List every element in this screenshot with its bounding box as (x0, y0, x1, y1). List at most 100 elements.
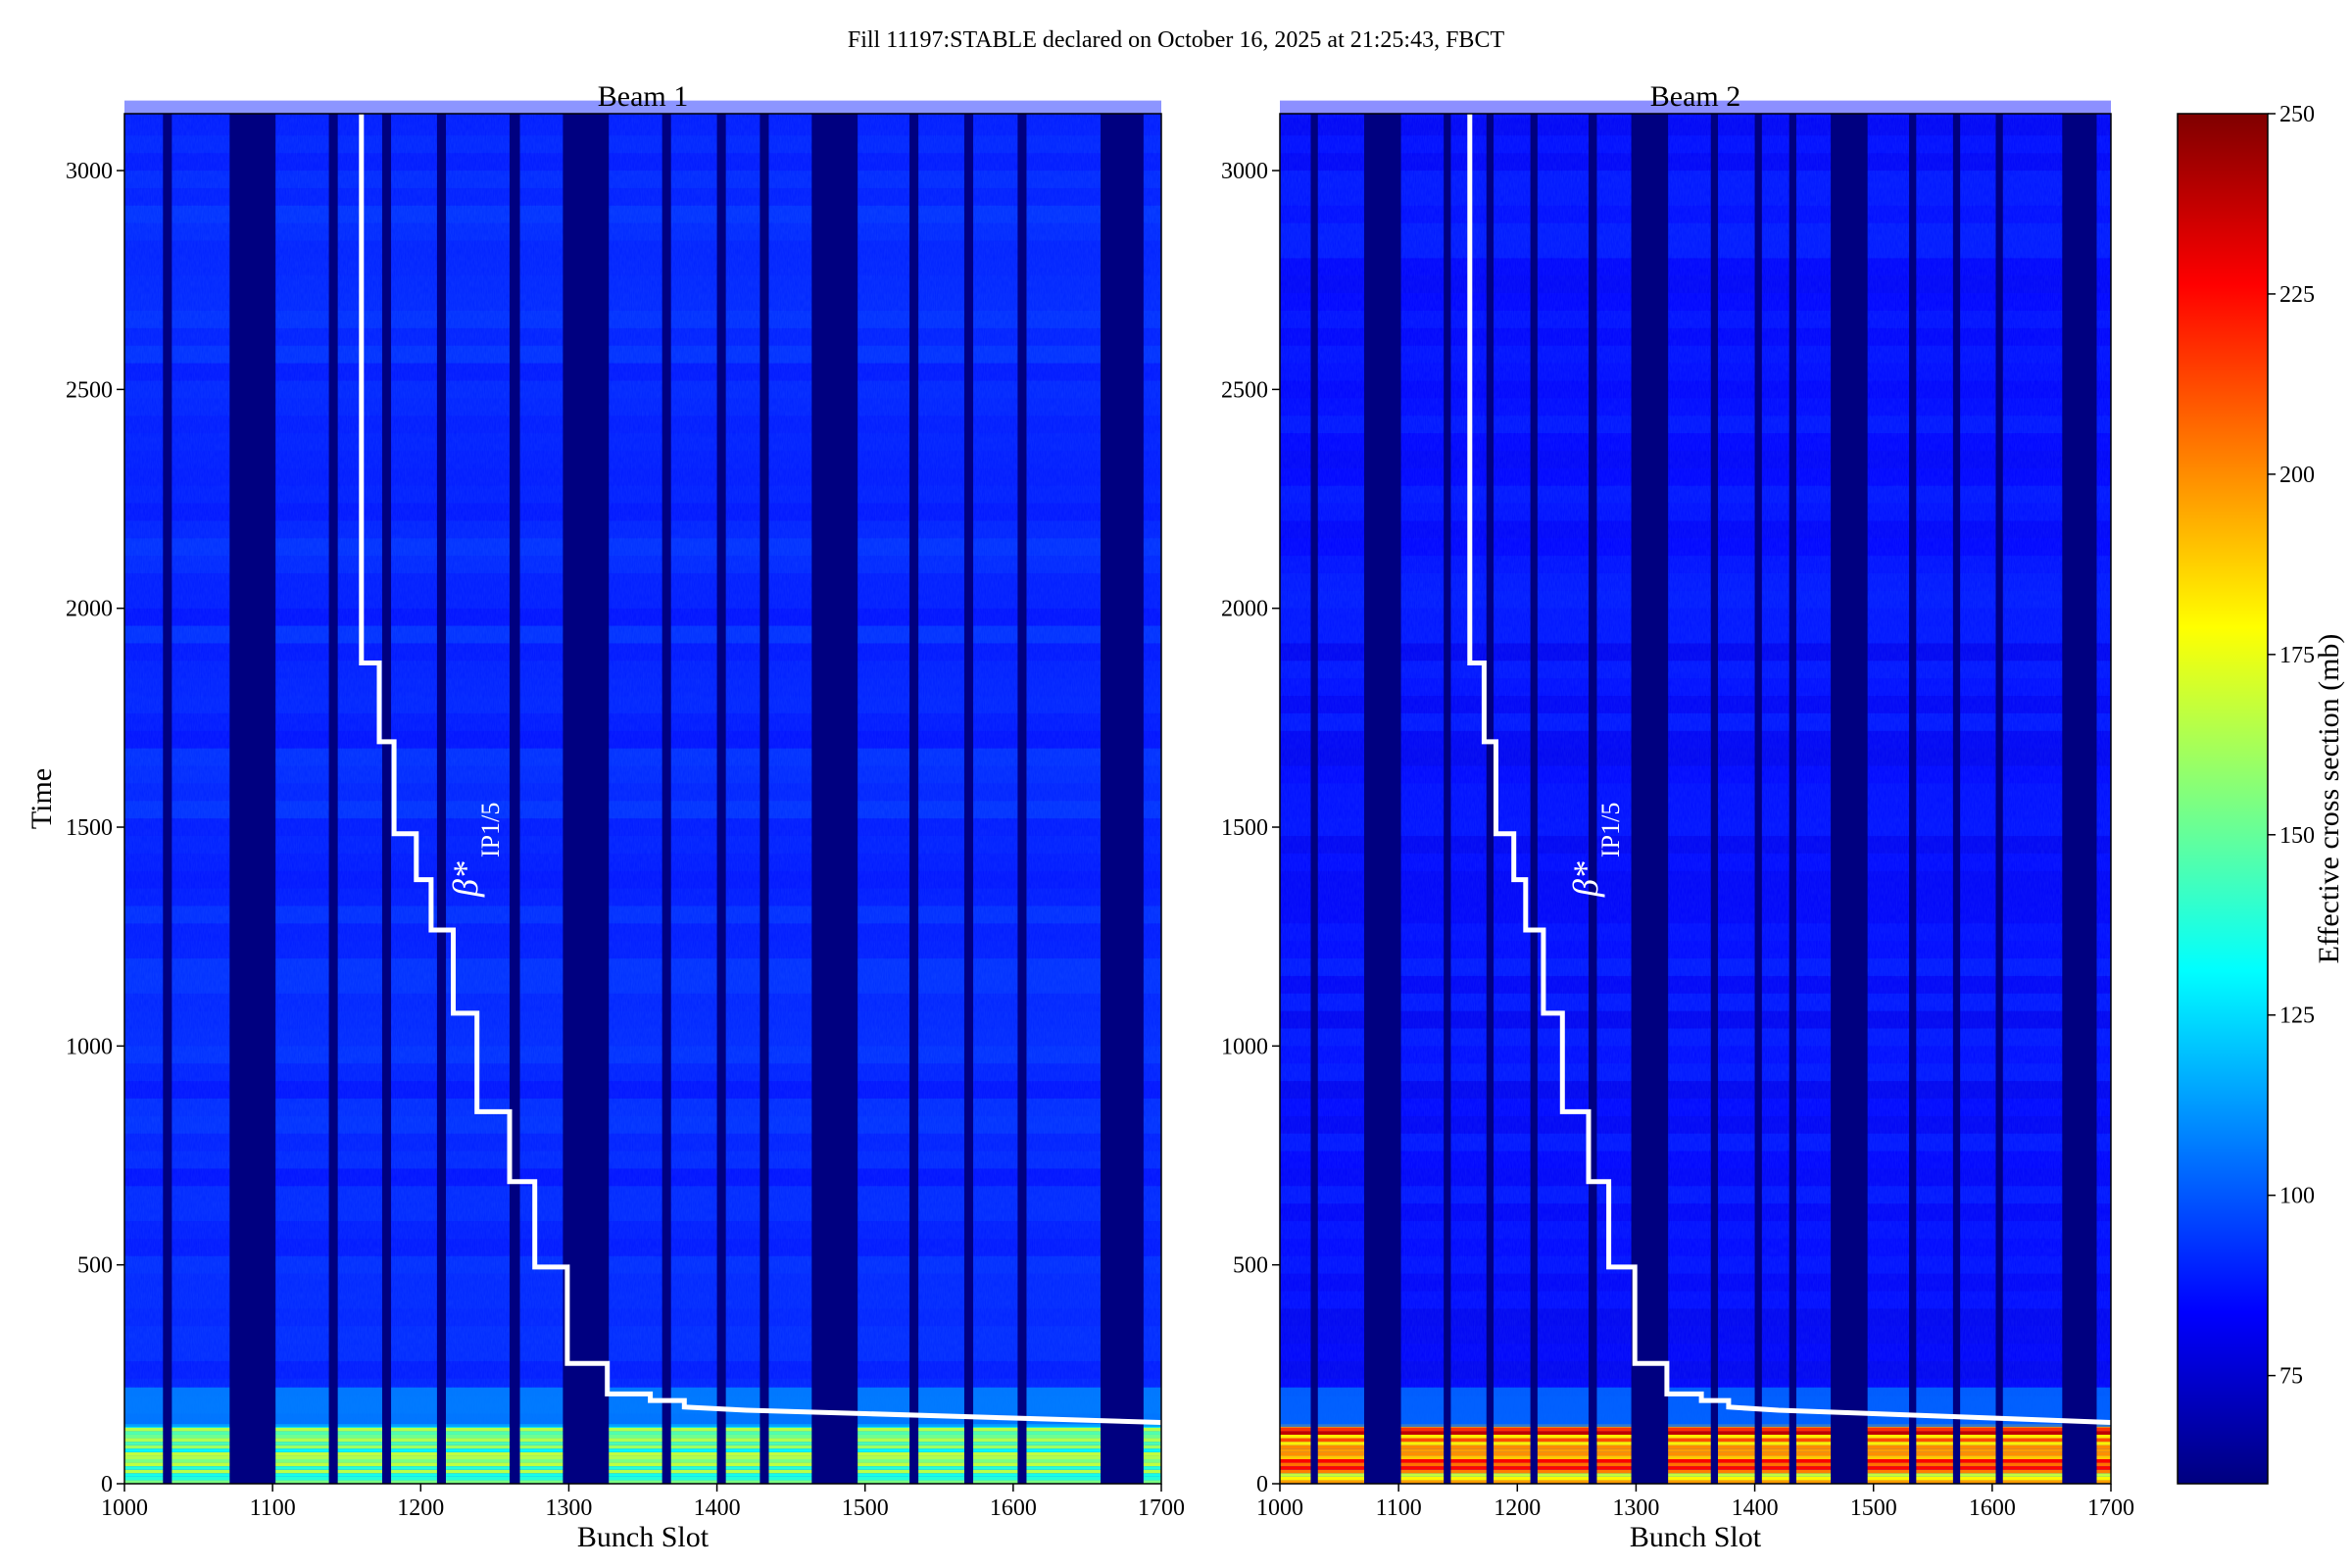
heatmap-row-early (124, 1469, 1161, 1474)
heatmap-row (1280, 1133, 2111, 1152)
x-tick-label: 1700 (1138, 1495, 1185, 1521)
heatmap-row (124, 1046, 1161, 1064)
heatmap-row (124, 1028, 1161, 1047)
heatmap-row (1280, 240, 2111, 259)
beta-star-annotation: β* (1566, 861, 1605, 898)
empty-slot-column (811, 114, 858, 1484)
heatmap-row (1280, 380, 2111, 399)
heatmap-row (124, 1238, 1161, 1256)
empty-slot-column (716, 114, 726, 1484)
x-tick-label: 1700 (2087, 1495, 2134, 1521)
heatmap-row (124, 1221, 1161, 1239)
empty-slot-column (381, 114, 392, 1484)
heatmap-row (1280, 503, 2111, 521)
x-tick-label: 1400 (694, 1495, 741, 1521)
heatmap-row-early (124, 1451, 1161, 1456)
colorbar-tick-label: 75 (2279, 1364, 2303, 1390)
heatmap-row-early (124, 1462, 1161, 1467)
heatmap-row (124, 572, 1161, 591)
heatmap-row (1280, 730, 2111, 749)
heatmap-row (124, 293, 1161, 311)
empty-slot-column (229, 114, 276, 1484)
heatmap-row (124, 1273, 1161, 1292)
y-tick-label: 1000 (66, 1034, 113, 1059)
y-tick-label: 2000 (66, 597, 113, 622)
heatmap-row (124, 1291, 1161, 1309)
heatmap-row (124, 538, 1161, 557)
y-tick-label: 2500 (66, 377, 113, 403)
heatmap-row (1280, 975, 2111, 994)
y-tick-label: 3000 (66, 159, 113, 184)
panel-title: Beam 2 (1650, 80, 1740, 113)
heatmap-row (124, 1326, 1161, 1345)
heatmap-row (124, 520, 1161, 539)
heatmap-row (124, 1010, 1161, 1029)
heatmap-row (1280, 572, 2111, 591)
y-tick-label: 0 (1256, 1472, 1268, 1497)
heatmap-row (124, 1081, 1161, 1099)
heatmap-row (1280, 1063, 2111, 1082)
heatmap-row-early (1280, 1455, 2111, 1459)
colorbar-tick-label: 175 (2279, 643, 2315, 668)
heatmap-row (124, 171, 1161, 188)
panel-title: Beam 1 (598, 80, 688, 113)
empty-slot-column (436, 114, 446, 1484)
heatmap-row (1280, 1115, 2111, 1134)
x-axis-label: Bunch Slot (1630, 1521, 1762, 1553)
heatmap-row (124, 310, 1161, 328)
heatmap-row-early (1280, 1445, 2111, 1449)
beta-star-annotation: β* (446, 861, 485, 898)
heatmap-row (1280, 1010, 2111, 1029)
empty-slot-column (1831, 114, 1868, 1484)
y-tick-label: 0 (101, 1472, 113, 1497)
heatmap-row-early (1280, 1427, 2111, 1432)
heatmap-row (124, 765, 1161, 784)
heatmap-row (1280, 1151, 2111, 1169)
heatmap-row (124, 748, 1161, 766)
heatmap-row-early (1280, 1476, 2111, 1481)
heatmap-texture (124, 114, 1161, 1484)
heatmap-row (1280, 625, 2111, 644)
empty-slot-column (163, 114, 172, 1484)
heatmap-row (124, 222, 1161, 241)
heatmap-row (1280, 906, 2111, 924)
heatmap-row-early (1280, 1469, 2111, 1474)
heatmap-row (124, 923, 1161, 942)
colorbar-tick-label: 150 (2279, 823, 2315, 849)
y-tick-label: 2000 (1221, 597, 1268, 622)
colorbar-label: Effective cross section (mb) (2313, 634, 2345, 964)
heatmap-row (1280, 1308, 2111, 1327)
heatmap-row-early (124, 1448, 1161, 1452)
heatmap-row (124, 485, 1161, 504)
heatmap-row (1280, 1255, 2111, 1274)
heatmap-row (1280, 678, 2111, 697)
heatmap-row (124, 975, 1161, 994)
y-tick-label: 1500 (1221, 815, 1268, 841)
heatmap-row (1280, 398, 2111, 416)
heatmap-row (124, 643, 1161, 662)
plot-frame (1279, 113, 2112, 1485)
heatmap-row (1280, 1360, 2111, 1379)
heatmap-row (1280, 363, 2111, 381)
heatmap-row-early (124, 1438, 1161, 1443)
x-tick-label: 1300 (545, 1495, 592, 1521)
heatmap-row-early (124, 1445, 1161, 1449)
colorbar-gradient (2177, 113, 2269, 1485)
heatmap-row-early (1280, 1442, 2111, 1446)
empty-slot-column (328, 114, 338, 1484)
heatmap-row (1280, 993, 2111, 1011)
heatmap-row (1280, 923, 2111, 942)
beam-1-panel: β* IP1/5 1000 1100 1200 1300 1400 1500 1600 1700 0… (25, 80, 1185, 1553)
y-tick-label: 500 (77, 1253, 113, 1279)
heatmap-row (1280, 1221, 2111, 1239)
y-tick-label: 2500 (1221, 377, 1268, 403)
heatmap-texture (1280, 114, 2111, 1484)
heatmap-row-early (1280, 1431, 2111, 1435)
heatmap-row (1280, 696, 2111, 713)
beta-star-trace (1467, 114, 2112, 1425)
heatmap-row (124, 958, 1161, 976)
heatmap-row-early (124, 1458, 1161, 1463)
heatmap-row (124, 730, 1161, 749)
heatmap-row (1280, 1081, 2111, 1099)
heatmap-row (1280, 608, 2111, 626)
